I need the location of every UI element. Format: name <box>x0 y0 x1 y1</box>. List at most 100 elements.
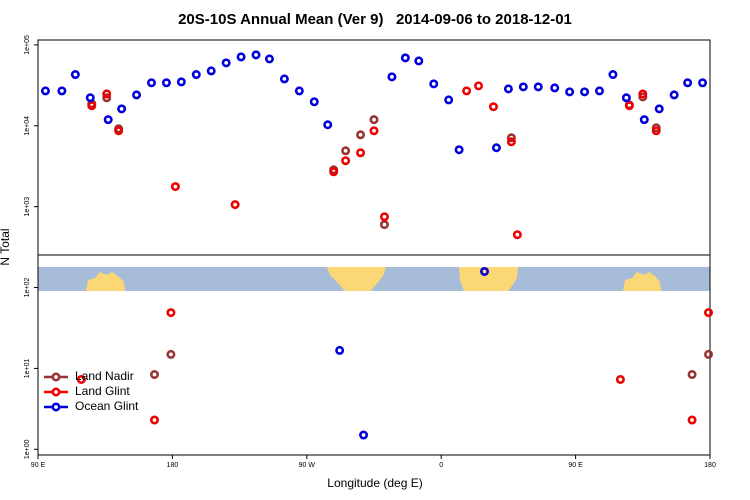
data-point <box>329 167 339 177</box>
data-point <box>87 101 97 111</box>
data-point <box>615 374 625 384</box>
data-point <box>191 70 201 80</box>
data-point <box>102 93 112 103</box>
data-point <box>512 230 522 240</box>
data-point <box>146 78 156 88</box>
data-point <box>621 93 631 103</box>
data-point <box>356 148 366 158</box>
data-point <box>341 146 351 156</box>
x-tick-label: 0 <box>439 462 443 469</box>
data-point <box>359 430 369 440</box>
data-point <box>176 77 186 87</box>
data-point <box>387 72 397 82</box>
data-point <box>503 84 513 94</box>
data-point <box>565 87 575 97</box>
data-point <box>356 130 366 140</box>
data-point <box>57 86 67 96</box>
data-point <box>294 86 304 96</box>
x-tick-label: 180 <box>167 462 179 469</box>
data-point <box>638 89 648 99</box>
chart-title: 20S-10S Annual Mean (Ver 9) 2014-09-06 t… <box>178 11 572 28</box>
x-tick-label: 90 E <box>568 462 583 469</box>
data-point <box>506 137 516 147</box>
data-point <box>132 90 142 100</box>
data-point <box>488 102 498 112</box>
data-point <box>149 415 159 425</box>
data-point <box>444 95 454 105</box>
data-point <box>400 53 410 63</box>
data-point <box>639 115 649 125</box>
data-point <box>170 182 180 192</box>
y-tick-label: 1e+05 <box>24 35 31 55</box>
data-point <box>594 86 604 96</box>
data-point <box>379 212 389 222</box>
legend-marker <box>51 387 61 397</box>
data-point <box>221 58 231 68</box>
data-point <box>474 81 484 91</box>
data-point <box>506 133 516 143</box>
data-point <box>166 349 176 359</box>
data-point <box>533 82 543 92</box>
x-tick-label: 90 E <box>31 462 46 469</box>
data-point <box>580 87 590 97</box>
data-point <box>429 79 439 89</box>
data-point <box>550 83 560 93</box>
legend-label: Land Glint <box>75 384 130 398</box>
data-point <box>166 308 176 318</box>
data-point <box>462 86 472 96</box>
data-point <box>76 374 86 384</box>
data-point <box>491 143 501 153</box>
legend-marker <box>51 372 61 382</box>
x-tick-label: 180 <box>704 462 716 469</box>
map-strip <box>38 267 710 291</box>
data-point <box>114 126 124 136</box>
y-tick-label: 1e+04 <box>24 116 31 136</box>
data-point <box>236 52 246 62</box>
data-point <box>654 104 664 114</box>
data-point <box>651 126 661 136</box>
data-point <box>102 89 112 99</box>
data-point <box>103 115 113 125</box>
data-point <box>206 66 216 76</box>
data-point <box>379 220 389 230</box>
data-point <box>414 56 424 66</box>
data-point <box>454 145 464 155</box>
data-point <box>40 86 50 96</box>
data-point <box>704 349 714 359</box>
data-point <box>85 93 95 103</box>
legend-label: Ocean Glint <box>75 399 139 413</box>
y-axis-label: N Total <box>0 228 12 265</box>
data-point <box>149 370 159 380</box>
data-point <box>161 78 171 88</box>
data-point <box>251 50 261 60</box>
data-point <box>309 97 319 107</box>
data-point <box>518 82 528 92</box>
data-point <box>624 101 634 111</box>
data-point <box>687 370 697 380</box>
y-tick-label: 1e+03 <box>24 197 31 217</box>
data-point <box>608 70 618 80</box>
data-point <box>323 120 333 130</box>
data-point <box>264 54 274 64</box>
data-point <box>341 156 351 166</box>
data-point <box>669 90 679 100</box>
data-point <box>480 266 490 276</box>
x-tick-label: 90 W <box>299 462 316 469</box>
data-point <box>704 308 714 318</box>
data-point <box>117 104 127 114</box>
data-point <box>687 415 697 425</box>
data-point <box>683 78 693 88</box>
y-tick-label: 1e+02 <box>24 278 31 298</box>
data-point <box>335 345 345 355</box>
data-point <box>369 115 379 125</box>
x-axis-label: Longitude (deg E) <box>327 476 422 490</box>
legend-label: Land Nadir <box>75 369 134 383</box>
plot-frame <box>37 39 711 456</box>
data-point <box>70 70 80 80</box>
y-tick-label: 1e+00 <box>24 439 31 459</box>
y-tick-label: 1e+01 <box>24 358 31 378</box>
data-point <box>698 78 708 88</box>
data-point <box>369 126 379 136</box>
legend-marker <box>51 402 61 412</box>
